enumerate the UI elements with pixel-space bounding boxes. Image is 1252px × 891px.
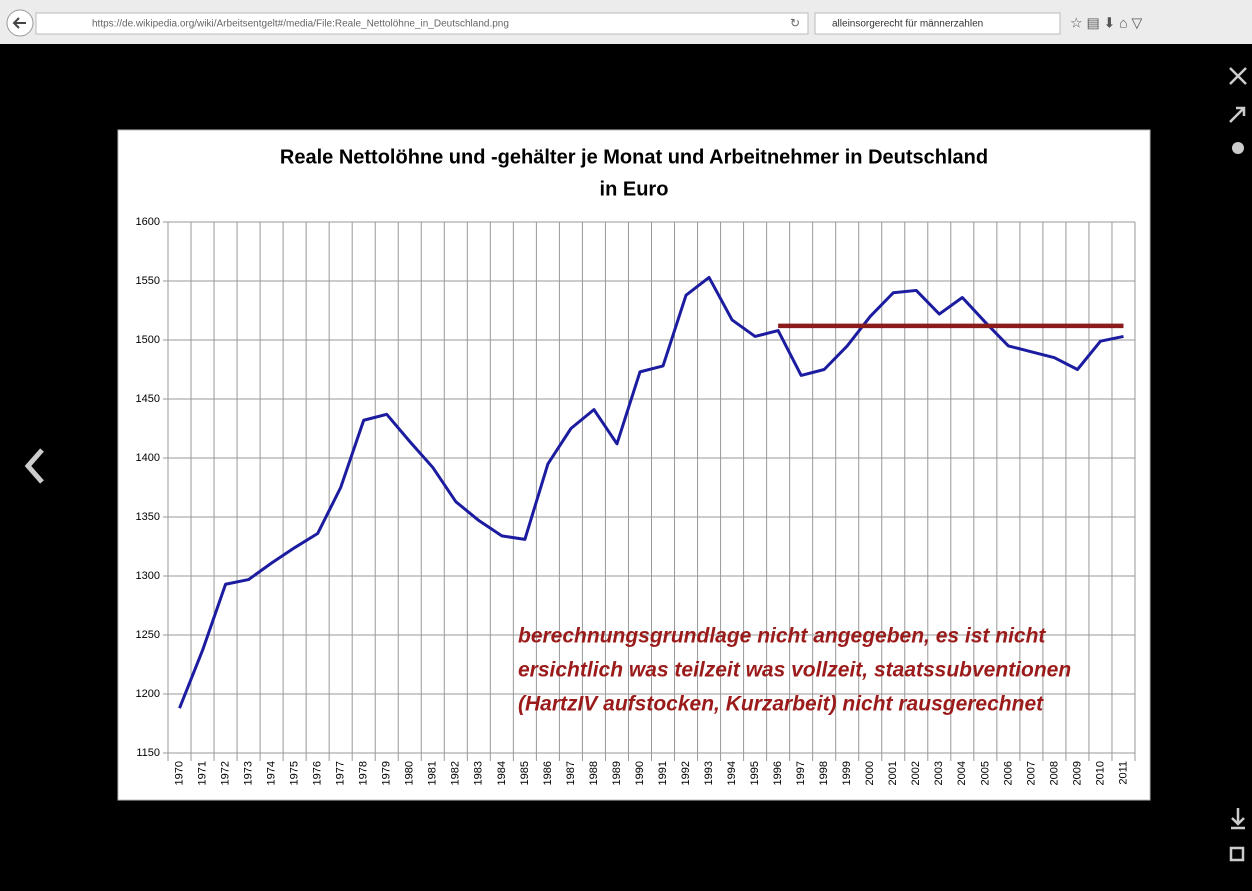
x-tick-label: 2007 [1025,761,1037,785]
y-tick-label: 1500 [136,334,160,346]
x-tick-label: 2000 [864,761,876,785]
x-tick-label: 1992 [680,761,692,785]
reload[interactable]: ↻ [790,16,800,30]
download-icon[interactable] [1231,808,1245,830]
search-text: alleinsorgerecht für männerzahlen [832,19,983,30]
x-tick-label: 1988 [588,761,600,785]
x-tick-label: 1995 [749,761,761,785]
x-tick-label: 1985 [519,761,531,785]
annotation: berechnungsgrundlage nicht angegeben, es… [518,625,1046,648]
expand-icon[interactable] [1229,106,1246,123]
x-tick-label: 1980 [404,761,416,785]
y-tick-label: 1350 [136,511,160,523]
x-tick-label: 2011 [1117,761,1129,785]
chart-frame [117,129,1151,801]
x-tick-label: 1970 [173,761,185,785]
search-bar[interactable] [814,12,1061,35]
x-tick-label: 1984 [496,761,508,785]
x-tick-label: 1974 [266,761,278,785]
x-tick-label: 1994 [726,761,738,785]
url: https://de.wikipedia.org/wiki/Arbeitsent… [92,19,509,30]
x-tick-label: 1981 [427,761,439,785]
y-tick-label: 1450 [136,393,160,405]
url-bar[interactable] [35,12,809,35]
x-tick-label: 2002 [910,761,922,785]
share-icon[interactable] [1229,846,1245,862]
y-tick-label: 1400 [136,452,160,464]
toolbar-icons[interactable]: ☆ ▤ ⬇ ⌂ ▽ [1070,15,1143,31]
y-tick-label: 1550 [136,275,160,287]
x-tick-label: 1979 [381,761,393,785]
annotation: ersichtlich was teilzeit was vollzeit, s… [518,659,1071,682]
x-tick-label: 2003 [933,761,945,785]
annotation: (HartzIV aufstocken, Kurzarbeit) nicht r… [518,693,1044,716]
x-tick-label: 1989 [611,761,623,785]
x-tick-label: 2010 [1094,761,1106,785]
x-tick-label: 2006 [1002,761,1014,785]
x-tick-label: 1982 [450,761,462,785]
x-tick-label: 2009 [1071,761,1083,785]
prev-arrow[interactable] [24,448,44,484]
x-tick-label: 1973 [242,761,254,785]
x-tick-label: 1971 [196,761,208,785]
x-tick-label: 1996 [772,761,784,785]
x-tick-label: 2005 [979,761,991,785]
chart-title: in Euro [600,178,669,200]
y-tick-label: 1200 [136,688,160,700]
x-tick-label: 1990 [634,761,646,785]
x-tick-label: 1997 [795,761,807,785]
x-tick-label: 1978 [358,761,370,785]
x-tick-label: 1976 [312,761,324,785]
x-tick-label: 1991 [657,761,669,785]
x-tick-label: 2001 [887,761,899,785]
plot: 1150 1200 1250 1300 1350 1400 1450 1500 1550 1600… [136,216,1136,785]
x-tick-label: 1972 [219,761,231,785]
x-tick-label: 1983 [473,761,485,785]
x-tick-label: 2008 [1048,761,1060,785]
settings-icon[interactable] [1232,142,1244,154]
close-icon[interactable] [1229,67,1247,85]
x-tick-label: 1987 [565,761,577,785]
y-tick-label: 1150 [136,747,160,759]
x-tick-label: 1977 [335,761,347,785]
y-tick-label: 1600 [136,216,160,228]
x-tick-label: 1998 [818,761,830,785]
y-tick-label: 1300 [136,570,160,582]
y-tick-label: 1250 [136,629,160,641]
chart-title: Reale Nettolöhne und -gehälter je Monat … [280,146,988,168]
x-tick-label: 1986 [542,761,554,785]
x-tick-label: 1993 [703,761,715,785]
x-tick-label: 2004 [956,761,968,785]
series-line [178,275,1124,709]
x-tick-label: 1999 [841,761,853,785]
x-tick-label: 1975 [289,761,301,785]
